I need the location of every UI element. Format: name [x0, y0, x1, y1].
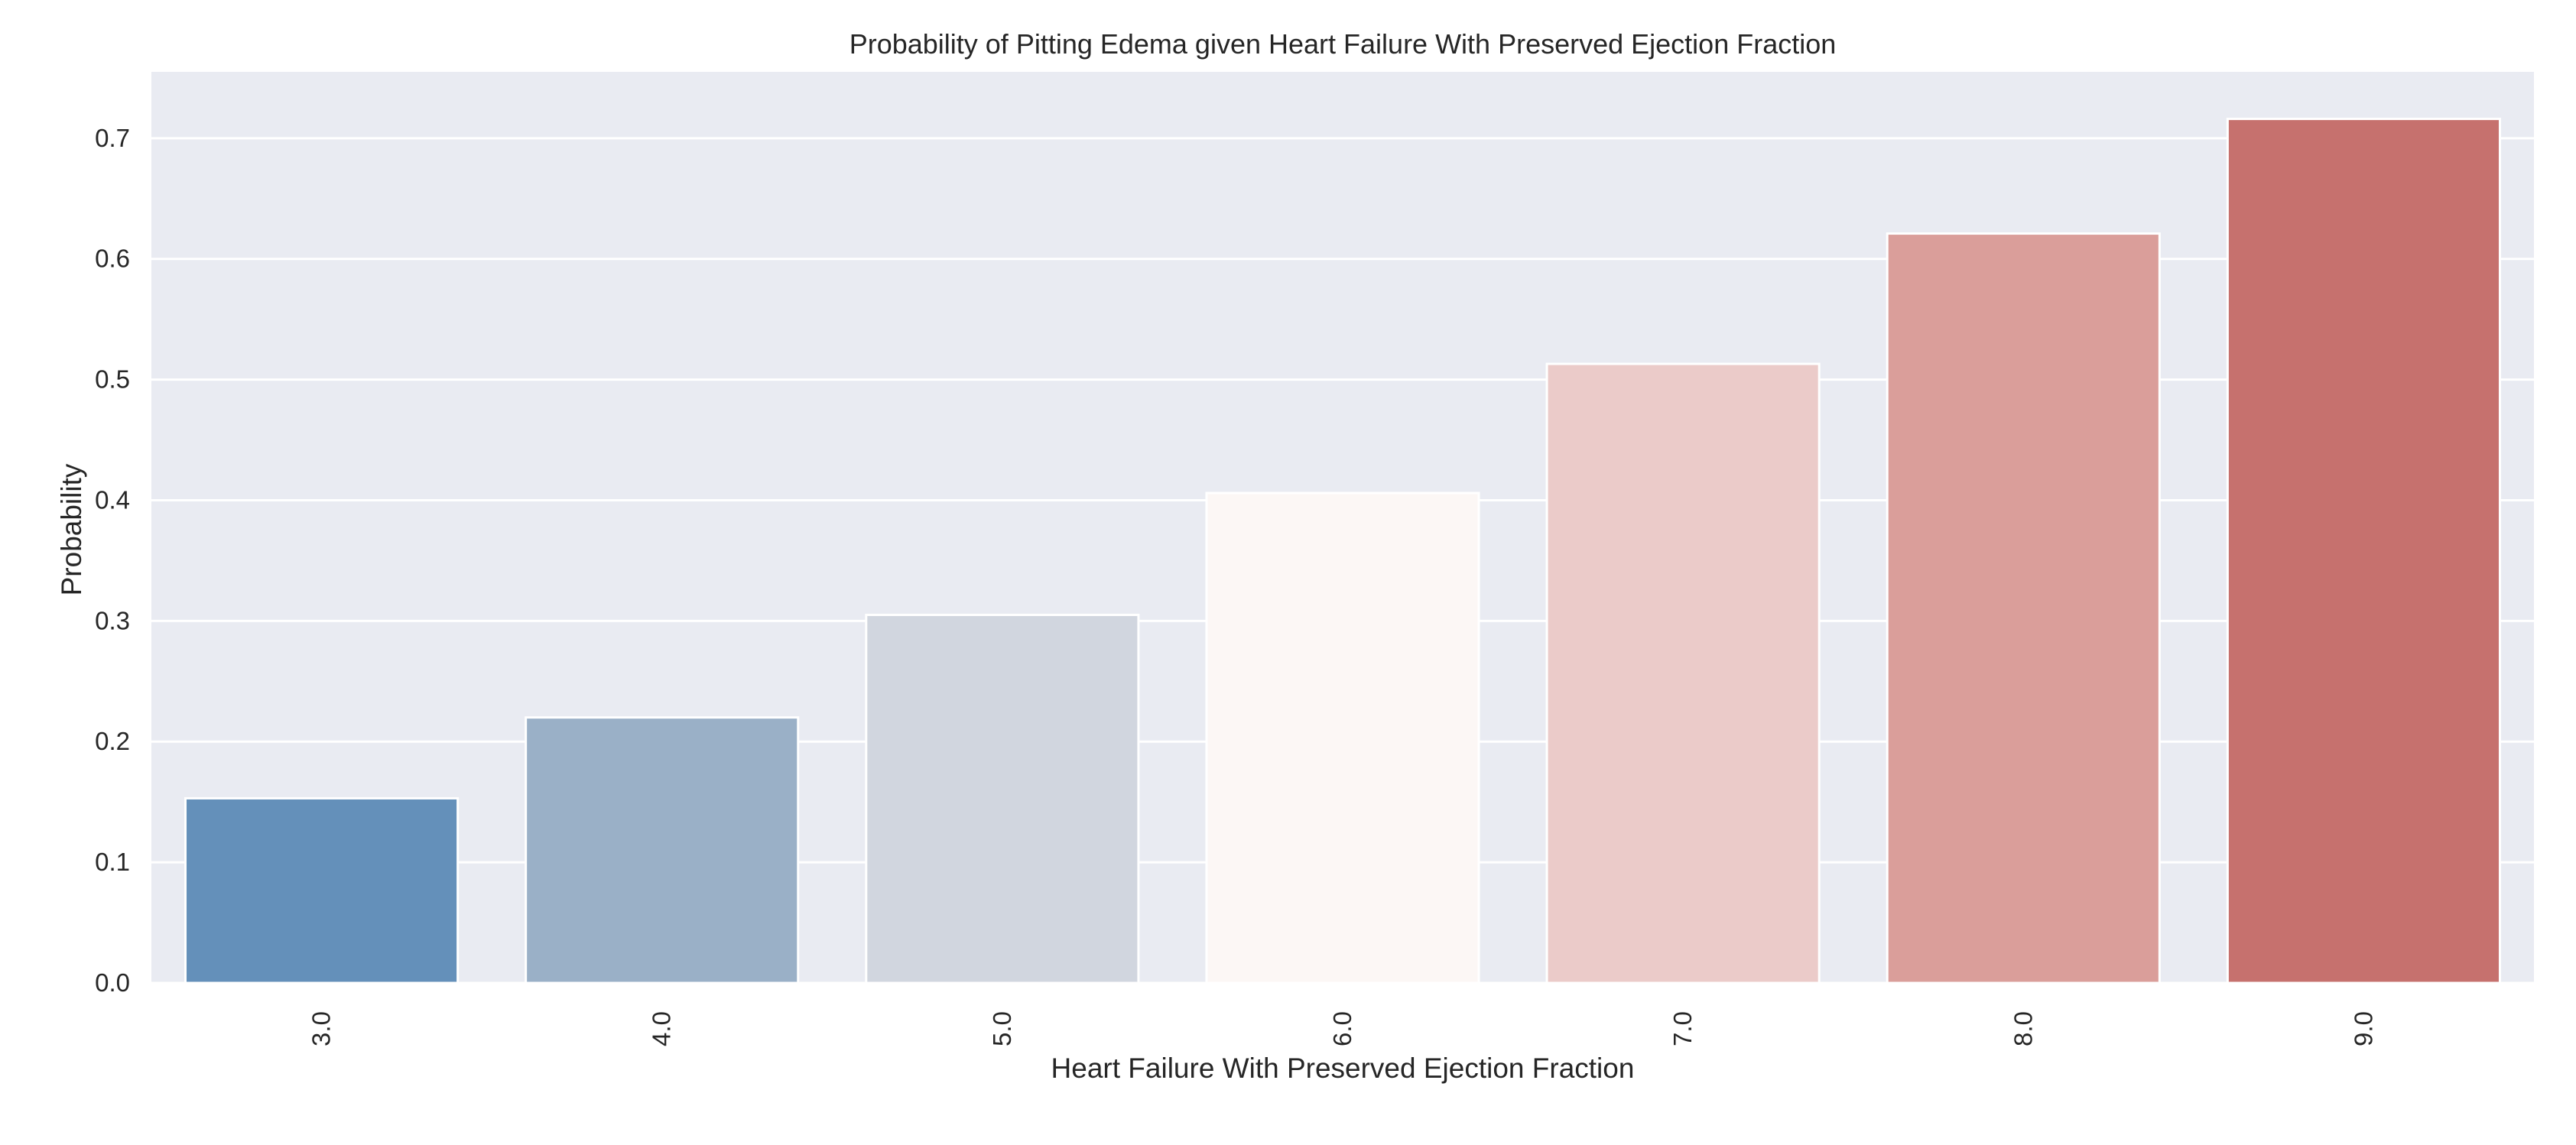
x-axis-label: Heart Failure With Preserved Ejection Fr…: [1051, 1053, 1635, 1084]
y-axis-label: Probability: [56, 463, 87, 595]
y-tick-label: 0.5: [95, 365, 130, 394]
x-tick-label: 6.0: [1328, 1011, 1356, 1046]
x-tick-label: 7.0: [1668, 1011, 1697, 1046]
y-tick-label: 0.3: [95, 606, 130, 634]
y-tick-label: 0.0: [95, 968, 130, 997]
x-tick-label: 8.0: [2009, 1011, 2037, 1046]
x-tick-label: 3.0: [307, 1011, 336, 1046]
x-axis-ticks: 3.0 4.0 5.0 6.0 7.0 8.0 9.0: [307, 1011, 2378, 1046]
x-tick-label: 9.0: [2349, 1011, 2377, 1046]
chart-title: Probability of Pitting Edema given Heart…: [849, 28, 1837, 60]
y-tick-label: 0.6: [95, 245, 130, 273]
bars: [184, 118, 2501, 984]
bar-4.0: [525, 716, 800, 984]
y-tick-label: 0.7: [95, 124, 130, 152]
y-axis-ticks: 0.0 0.1 0.2 0.3 0.4 0.5 0.6 0.7: [95, 124, 130, 997]
bar-6.0: [1205, 491, 1480, 984]
y-tick-label: 0.4: [95, 485, 130, 514]
y-tick-label: 0.2: [95, 727, 130, 755]
bar-7.0: [1545, 362, 1821, 984]
bar-9.0: [2226, 118, 2501, 984]
bar-3.0: [184, 796, 460, 984]
y-tick-label: 0.1: [95, 848, 130, 876]
bar-5.0: [865, 613, 1140, 984]
x-tick-label: 5.0: [988, 1011, 1016, 1046]
x-tick-label: 4.0: [648, 1011, 676, 1046]
bar-8.0: [1886, 232, 2161, 984]
